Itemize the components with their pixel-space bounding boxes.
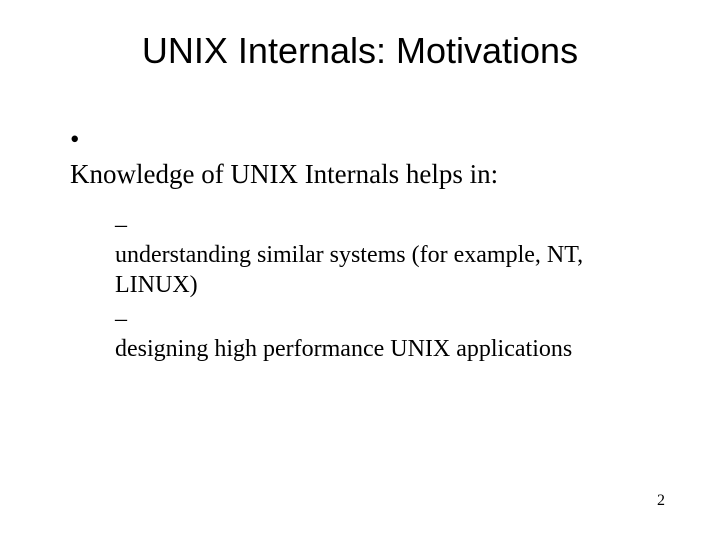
bullet-level1: • Knowledge of UNIX Internals helps in: <box>70 122 670 192</box>
bullet-text-level2: designing high performance UNIX applicat… <box>115 334 645 364</box>
bullet-marker-level1: • <box>70 122 95 157</box>
bullet-marker-level2: – <box>115 304 135 334</box>
bullet-text-level1: Knowledge of UNIX Internals helps in: <box>70 157 640 192</box>
bullet-level2: – understanding similar systems (for exa… <box>115 210 670 300</box>
bullet-level2: – designing high performance UNIX applic… <box>115 304 670 364</box>
bullet-marker-level2: – <box>115 210 135 240</box>
slide-title: UNIX Internals: Motivations <box>50 30 670 72</box>
page-number: 2 <box>657 492 665 510</box>
bullet-text-level2: understanding similar systems (for examp… <box>115 240 645 300</box>
